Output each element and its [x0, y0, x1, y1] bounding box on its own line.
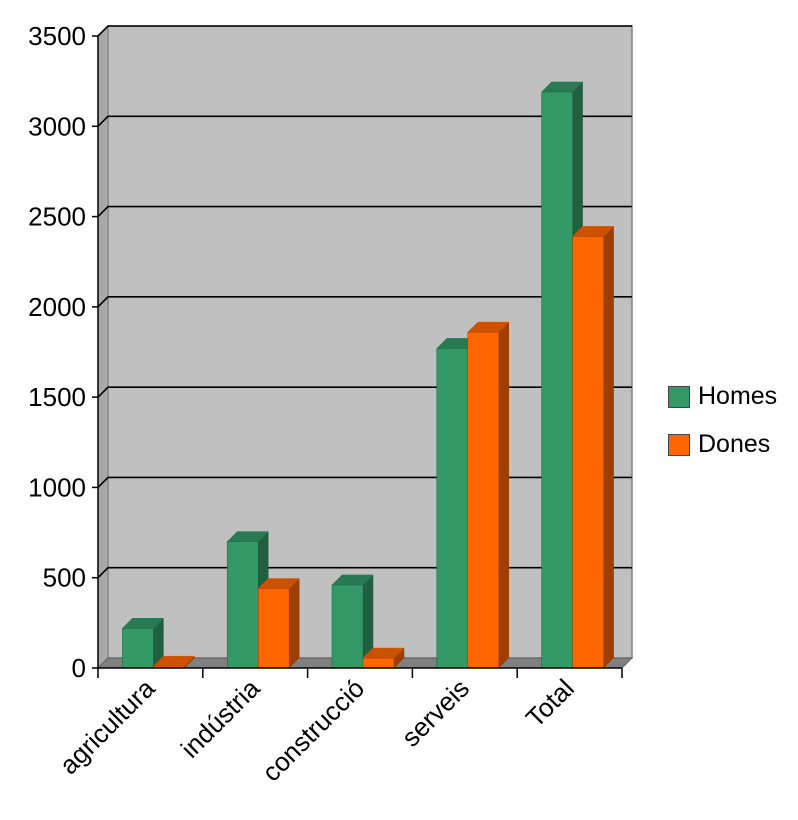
- y-tick-label: 0: [72, 653, 86, 683]
- y-tick-label: 1000: [28, 472, 86, 502]
- bar-dones: [362, 657, 395, 669]
- y-tick-label: 3500: [28, 21, 86, 51]
- gridline: [97, 115, 632, 127]
- bar-homes: [331, 584, 364, 669]
- legend-swatch-homes: [668, 385, 690, 408]
- gridline: [97, 205, 632, 218]
- bar-homes: [226, 541, 259, 669]
- bar-homes: [436, 348, 469, 669]
- y-tick-label: 3000: [28, 111, 86, 141]
- x-tick-label: indústria: [175, 673, 266, 764]
- bars: [121, 81, 615, 669]
- bar-homes: [541, 91, 573, 669]
- legend-label-homes: Homes: [698, 382, 778, 410]
- y-tick-label: 2500: [28, 202, 86, 232]
- y-tick-label: 500: [43, 563, 86, 593]
- bar-dones-side: [288, 577, 300, 669]
- legend-item-homes: Homes: [668, 380, 777, 413]
- bar-dones-side: [603, 225, 614, 669]
- x-tick-label: agricultura: [54, 673, 161, 780]
- x-tick-label: construcció: [256, 673, 370, 787]
- legend-item-dones: Dones: [668, 428, 777, 461]
- gridline: [97, 25, 632, 37]
- bar-homes: [122, 628, 154, 669]
- bar-dones-side: [498, 321, 510, 669]
- legend: Homes Dones: [668, 380, 777, 476]
- x-tick-label: Total: [520, 673, 580, 733]
- gridline: [97, 296, 632, 308]
- bar-dones: [257, 588, 290, 669]
- bar-dones: [467, 331, 500, 669]
- bar-dones: [572, 236, 604, 669]
- legend-swatch-dones: [668, 433, 690, 456]
- y-tick-label: 1500: [28, 382, 86, 412]
- legend-label-dones: Dones: [698, 430, 771, 458]
- x-tick-label: serveis: [396, 673, 475, 752]
- y-tick-label: 2000: [28, 292, 86, 322]
